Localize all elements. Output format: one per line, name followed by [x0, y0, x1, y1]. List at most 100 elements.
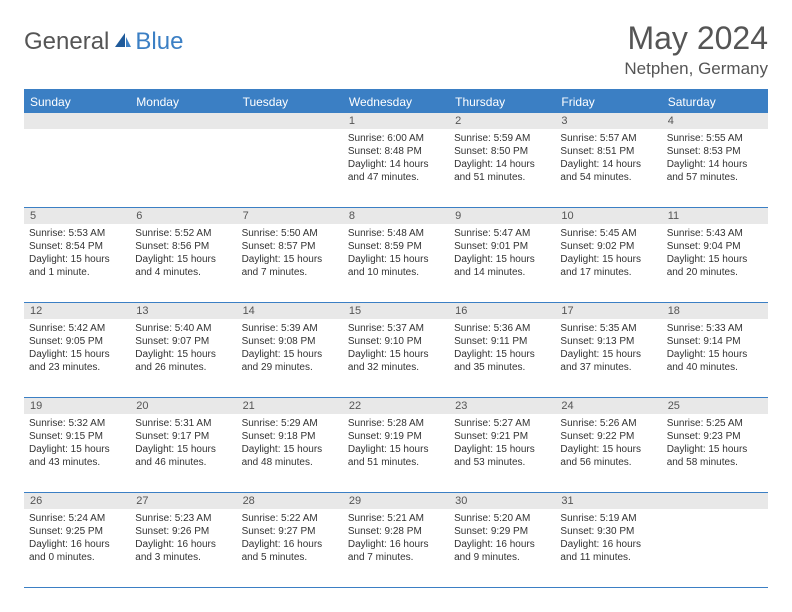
day-cell: Sunrise: 5:52 AMSunset: 8:56 PMDaylight:…	[130, 224, 236, 302]
day-number: 18	[662, 303, 768, 319]
sunrise-text: Sunrise: 5:42 AM	[29, 322, 125, 335]
day-number: 17	[555, 303, 661, 319]
day-cell: Sunrise: 5:37 AMSunset: 9:10 PMDaylight:…	[343, 319, 449, 397]
sunrise-text: Sunrise: 5:24 AM	[29, 512, 125, 525]
day-cell: Sunrise: 5:19 AMSunset: 9:30 PMDaylight:…	[555, 509, 661, 587]
sunrise-text: Sunrise: 5:20 AM	[454, 512, 550, 525]
day-cell: Sunrise: 5:39 AMSunset: 9:08 PMDaylight:…	[237, 319, 343, 397]
day-number: 24	[555, 398, 661, 414]
sunset-text: Sunset: 9:11 PM	[454, 335, 550, 348]
sunset-text: Sunset: 8:56 PM	[135, 240, 231, 253]
day-cell: Sunrise: 5:47 AMSunset: 9:01 PMDaylight:…	[449, 224, 555, 302]
day-number	[237, 113, 343, 129]
day-number: 13	[130, 303, 236, 319]
daylight-text: Daylight: 15 hours and 40 minutes.	[667, 348, 763, 374]
month-title: May 2024	[624, 20, 768, 57]
sunrise-text: Sunrise: 5:21 AM	[348, 512, 444, 525]
day-cell: Sunrise: 5:33 AMSunset: 9:14 PMDaylight:…	[662, 319, 768, 397]
daylight-text: Daylight: 14 hours and 51 minutes.	[454, 158, 550, 184]
sunset-text: Sunset: 8:48 PM	[348, 145, 444, 158]
sunset-text: Sunset: 9:14 PM	[667, 335, 763, 348]
day-number: 5	[24, 208, 130, 224]
daylight-text: Daylight: 15 hours and 58 minutes.	[667, 443, 763, 469]
day-number: 14	[237, 303, 343, 319]
day-cell: Sunrise: 5:42 AMSunset: 9:05 PMDaylight:…	[24, 319, 130, 397]
daylight-text: Daylight: 15 hours and 46 minutes.	[135, 443, 231, 469]
day-cell	[662, 509, 768, 587]
day-number: 28	[237, 493, 343, 509]
day-cell: Sunrise: 5:43 AMSunset: 9:04 PMDaylight:…	[662, 224, 768, 302]
sunset-text: Sunset: 9:02 PM	[560, 240, 656, 253]
location: Netphen, Germany	[624, 59, 768, 79]
day-number-row: 567891011	[24, 208, 768, 224]
day-cell: Sunrise: 5:32 AMSunset: 9:15 PMDaylight:…	[24, 414, 130, 492]
daylight-text: Daylight: 15 hours and 48 minutes.	[242, 443, 338, 469]
day-cell: Sunrise: 6:00 AMSunset: 8:48 PMDaylight:…	[343, 129, 449, 207]
day-number-row: 1234	[24, 113, 768, 129]
sunset-text: Sunset: 9:28 PM	[348, 525, 444, 538]
sunrise-text: Sunrise: 5:31 AM	[135, 417, 231, 430]
sunrise-text: Sunrise: 5:52 AM	[135, 227, 231, 240]
daylight-text: Daylight: 15 hours and 23 minutes.	[29, 348, 125, 374]
week-row: Sunrise: 5:42 AMSunset: 9:05 PMDaylight:…	[24, 319, 768, 398]
sunset-text: Sunset: 9:19 PM	[348, 430, 444, 443]
day-number	[662, 493, 768, 509]
day-cell: Sunrise: 5:48 AMSunset: 8:59 PMDaylight:…	[343, 224, 449, 302]
sunset-text: Sunset: 9:23 PM	[667, 430, 763, 443]
sunset-text: Sunset: 9:29 PM	[454, 525, 550, 538]
title-block: May 2024 Netphen, Germany	[624, 20, 768, 79]
sunset-text: Sunset: 9:17 PM	[135, 430, 231, 443]
day-cell: Sunrise: 5:22 AMSunset: 9:27 PMDaylight:…	[237, 509, 343, 587]
daylight-text: Daylight: 16 hours and 7 minutes.	[348, 538, 444, 564]
day-cell: Sunrise: 5:59 AMSunset: 8:50 PMDaylight:…	[449, 129, 555, 207]
sunset-text: Sunset: 9:26 PM	[135, 525, 231, 538]
sunset-text: Sunset: 9:30 PM	[560, 525, 656, 538]
day-number: 15	[343, 303, 449, 319]
sunset-text: Sunset: 9:01 PM	[454, 240, 550, 253]
daylight-text: Daylight: 15 hours and 37 minutes.	[560, 348, 656, 374]
sunset-text: Sunset: 9:07 PM	[135, 335, 231, 348]
sunrise-text: Sunrise: 5:25 AM	[667, 417, 763, 430]
day-number-row: 12131415161718	[24, 303, 768, 319]
day-number	[24, 113, 130, 129]
day-cell: Sunrise: 5:29 AMSunset: 9:18 PMDaylight:…	[237, 414, 343, 492]
week-row: Sunrise: 5:53 AMSunset: 8:54 PMDaylight:…	[24, 224, 768, 303]
sunrise-text: Sunrise: 5:59 AM	[454, 132, 550, 145]
sunset-text: Sunset: 8:59 PM	[348, 240, 444, 253]
sunrise-text: Sunrise: 5:48 AM	[348, 227, 444, 240]
sunrise-text: Sunrise: 5:43 AM	[667, 227, 763, 240]
daylight-text: Daylight: 16 hours and 5 minutes.	[242, 538, 338, 564]
sunset-text: Sunset: 8:54 PM	[29, 240, 125, 253]
day-cell: Sunrise: 5:45 AMSunset: 9:02 PMDaylight:…	[555, 224, 661, 302]
sunset-text: Sunset: 9:15 PM	[29, 430, 125, 443]
day-number: 4	[662, 113, 768, 129]
day-number-row: 19202122232425	[24, 398, 768, 414]
day-cell	[24, 129, 130, 207]
sunrise-text: Sunrise: 5:22 AM	[242, 512, 338, 525]
day-number: 3	[555, 113, 661, 129]
sunrise-text: Sunrise: 5:53 AM	[29, 227, 125, 240]
day-cell: Sunrise: 5:40 AMSunset: 9:07 PMDaylight:…	[130, 319, 236, 397]
logo: General Blue	[24, 28, 183, 56]
day-number: 6	[130, 208, 236, 224]
day-number: 29	[343, 493, 449, 509]
header: General Blue May 2024 Netphen, Germany	[24, 20, 768, 79]
sunrise-text: Sunrise: 5:57 AM	[560, 132, 656, 145]
sunset-text: Sunset: 8:57 PM	[242, 240, 338, 253]
sunset-text: Sunset: 9:21 PM	[454, 430, 550, 443]
sunset-text: Sunset: 9:10 PM	[348, 335, 444, 348]
day-number: 20	[130, 398, 236, 414]
day-number: 30	[449, 493, 555, 509]
day-cell: Sunrise: 5:21 AMSunset: 9:28 PMDaylight:…	[343, 509, 449, 587]
daylight-text: Daylight: 16 hours and 0 minutes.	[29, 538, 125, 564]
day-number: 10	[555, 208, 661, 224]
day-cell: Sunrise: 5:27 AMSunset: 9:21 PMDaylight:…	[449, 414, 555, 492]
sunset-text: Sunset: 9:22 PM	[560, 430, 656, 443]
week-row: Sunrise: 5:32 AMSunset: 9:15 PMDaylight:…	[24, 414, 768, 493]
day-cell: Sunrise: 5:23 AMSunset: 9:26 PMDaylight:…	[130, 509, 236, 587]
daylight-text: Daylight: 15 hours and 26 minutes.	[135, 348, 231, 374]
daylight-text: Daylight: 15 hours and 51 minutes.	[348, 443, 444, 469]
daylight-text: Daylight: 15 hours and 10 minutes.	[348, 253, 444, 279]
sunset-text: Sunset: 9:13 PM	[560, 335, 656, 348]
daylight-text: Daylight: 15 hours and 1 minute.	[29, 253, 125, 279]
